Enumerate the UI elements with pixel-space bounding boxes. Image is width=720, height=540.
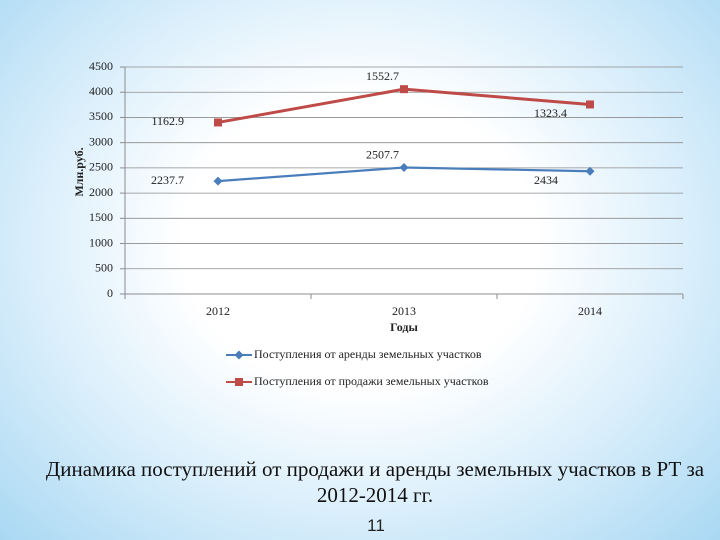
x-axis-label: Годы bbox=[390, 320, 418, 334]
legend-label: Поступления от аренды земельных участков bbox=[254, 347, 482, 361]
y-tick-label: 3500 bbox=[89, 109, 113, 123]
data-point bbox=[214, 118, 222, 127]
data-label: 1323.4 bbox=[534, 106, 567, 120]
x-tick-label: 2014 bbox=[578, 304, 602, 318]
x-tick-label: 2012 bbox=[206, 304, 230, 318]
y-tick-label: 4500 bbox=[89, 59, 113, 73]
data-point bbox=[213, 176, 223, 186]
y-tick-label: 1500 bbox=[89, 210, 113, 224]
y-tick-label: 3000 bbox=[89, 134, 113, 148]
x-tick-label: 2013 bbox=[392, 304, 416, 318]
y-tick-label: 4000 bbox=[89, 84, 113, 98]
data-point bbox=[400, 85, 408, 94]
data-point bbox=[399, 163, 409, 173]
page-number: 11 bbox=[367, 516, 385, 535]
legend-marker bbox=[234, 350, 244, 360]
caption: Динамика поступлений от продажи и аренды… bbox=[45, 457, 705, 507]
y-tick-label: 2000 bbox=[89, 185, 113, 199]
data-label: 2237.7 bbox=[151, 173, 184, 187]
data-point bbox=[585, 166, 595, 176]
data-point bbox=[586, 100, 594, 109]
data-label: 2507.7 bbox=[366, 147, 399, 161]
legend-marker bbox=[235, 378, 243, 386]
y-tick-label: 0 bbox=[107, 286, 113, 300]
y-axis-label: Млн.руб. bbox=[72, 147, 86, 196]
y-tick-label: 500 bbox=[95, 261, 113, 275]
data-label: 2434 bbox=[534, 173, 558, 187]
data-label: 1162.9 bbox=[151, 114, 184, 128]
y-tick-label: 1000 bbox=[89, 235, 113, 249]
legend-label: Поступления от продажи земельных участко… bbox=[254, 374, 489, 388]
data-label: 1552.7 bbox=[366, 69, 399, 83]
y-tick-label: 2500 bbox=[89, 160, 113, 174]
